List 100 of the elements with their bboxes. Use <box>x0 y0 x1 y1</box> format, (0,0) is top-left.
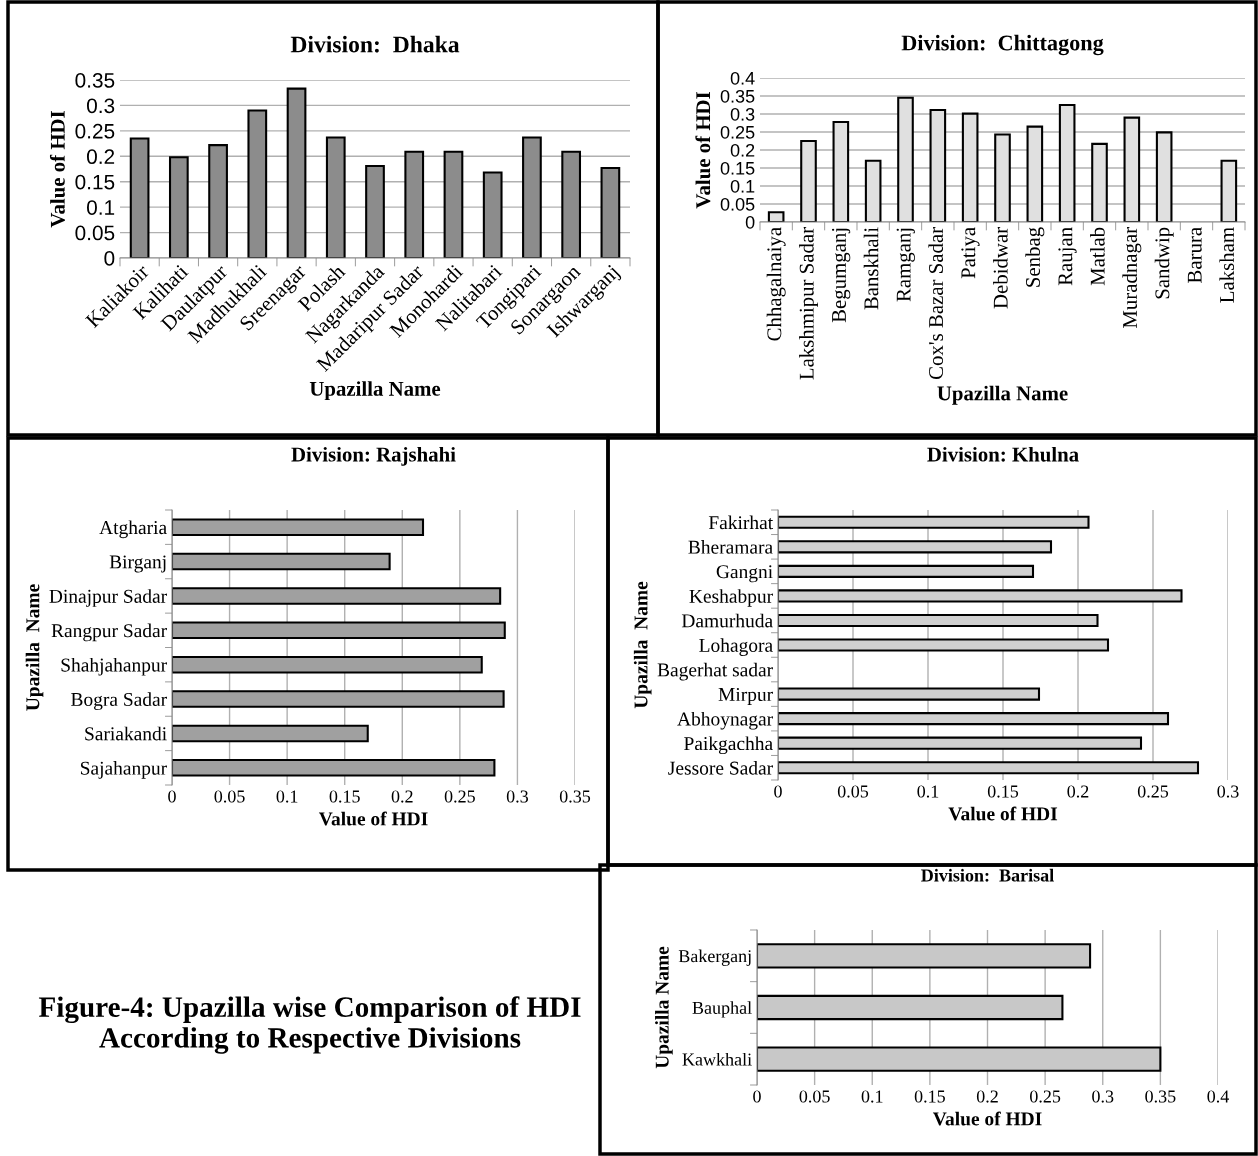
y-tick-label: 0.05 <box>720 197 755 211</box>
bar <box>778 564 1035 578</box>
text: Figure-4: Upazilla wise Comparison of HDI According to Respective Divisions <box>38 996 581 1054</box>
bar <box>172 552 391 571</box>
y-tick-label: 0.15 <box>75 174 115 190</box>
x-tick-label: 0.15 <box>914 1090 945 1103</box>
y-tick-label: Bogra Sadar <box>71 692 167 710</box>
y-tick-label: Bakerganj <box>678 949 751 966</box>
bar <box>172 759 496 777</box>
x-tick-label: 0.1 <box>917 785 939 798</box>
x-tick-label: 0.15 <box>987 785 1019 798</box>
y-tick-label: 0.2 <box>730 143 755 157</box>
chart-title: Division: Barisal <box>921 868 1054 882</box>
y-axis-title: Value of HDI <box>49 111 65 228</box>
x-axis-title: Upazilla Name <box>937 385 1068 405</box>
y-tick-label: Gangni <box>716 565 773 583</box>
y-tick-label: Mirpur <box>718 687 773 705</box>
bar <box>1026 125 1044 222</box>
x-tick-label: 0.2 <box>391 790 413 803</box>
y-tick-label: 0 <box>745 215 755 229</box>
x-tick-label: Raujan <box>1058 227 1077 286</box>
bar <box>767 211 785 222</box>
y-axis-title: Upazilla Name <box>655 946 673 1069</box>
x-tick-label: Cox's Bazar Sadar <box>928 227 944 380</box>
y-tick-label: Kawkhali <box>682 1052 752 1066</box>
y-tick-label: Birganj <box>109 555 166 573</box>
y-tick-label: Bagerhat sadar <box>657 662 773 681</box>
chart-title: Division: Chittagong <box>901 34 1104 56</box>
bar <box>1123 116 1141 222</box>
y-tick-label: Abhoynagar <box>677 711 773 730</box>
y-tick-label: Shahjahanpur <box>61 657 167 676</box>
x-tick-label: 0.2 <box>1067 785 1089 798</box>
y-tick-label: 0.1 <box>86 200 115 215</box>
x-tick-label: 0.3 <box>506 790 529 803</box>
y-tick-label: 0.35 <box>720 89 755 103</box>
y-tick-label: 0.25 <box>720 125 755 139</box>
y-tick-label: Lohagora <box>699 638 773 656</box>
x-tick-label: Matlab <box>1090 227 1105 286</box>
y-tick-label: Paikgachha <box>684 736 773 755</box>
x-tick-label: 0.05 <box>214 790 245 803</box>
bar <box>757 943 1092 969</box>
y-tick-label: 0.3 <box>730 107 755 121</box>
bar <box>1058 103 1076 222</box>
chart-title: Division: Dhaka <box>290 35 460 53</box>
y-tick-label: 0.1 <box>730 179 755 193</box>
chart-title: Division: Rajshahi <box>291 446 456 466</box>
y-tick-label: 0.2 <box>86 149 115 165</box>
x-axis-title: Value of HDI <box>932 1111 1042 1126</box>
x-tick-label: 0.05 <box>799 1090 830 1103</box>
x-tick-label: 0.3 <box>1092 1090 1114 1103</box>
y-tick-label: Bheramara <box>688 540 773 554</box>
x-axis-title: Value of HDI <box>948 806 1058 821</box>
x-tick-label: 0.3 <box>1217 785 1239 798</box>
bar <box>1155 131 1173 222</box>
chart-title: Division: Khulna <box>927 446 1079 462</box>
y-tick-label: Rangpur Sadar <box>51 623 167 642</box>
y-tick-label: Atgharia <box>99 520 167 539</box>
bar <box>778 736 1143 750</box>
bar <box>832 120 850 222</box>
bar <box>778 687 1041 701</box>
x-axis-title: Value of HDI <box>318 811 428 826</box>
x-tick-label: Lakshmipur Sadar <box>799 227 818 380</box>
y-tick-label: 0.4 <box>730 71 755 85</box>
x-tick-label: 0.25 <box>444 790 475 803</box>
x-tick-label: Ramganj <box>896 228 915 302</box>
x-tick-label: Barura <box>1187 227 1202 283</box>
x-tick-label: 0.35 <box>559 790 591 803</box>
y-tick-label: Damurhuda <box>681 613 773 628</box>
y-tick-label: 0.15 <box>720 161 755 175</box>
x-tick-label: Laksham <box>1219 227 1235 303</box>
bar <box>172 518 425 536</box>
bar <box>778 515 1090 529</box>
bar <box>1091 142 1108 222</box>
y-axis-title: Upazilla Name <box>25 584 44 711</box>
y-tick-label: Dinajpur Sadar <box>49 589 167 607</box>
bar <box>757 1046 1162 1072</box>
bar <box>172 587 502 605</box>
y-tick-label: 0.25 <box>75 123 115 139</box>
x-tick-label: Begumganj <box>831 228 851 323</box>
bar <box>1220 159 1238 222</box>
bar <box>778 638 1110 652</box>
x-tick-label: Senbag <box>1025 227 1045 287</box>
x-tick-label: Sandwip <box>1154 227 1174 299</box>
x-tick-label: Debidwar <box>993 227 1008 309</box>
x-tick-label: 0.1 <box>861 1090 883 1103</box>
x-tick-label: Muradnagar <box>1122 227 1142 329</box>
x-tick-label: Banskhali <box>863 227 879 310</box>
y-tick-label: Sariakandi <box>85 726 167 741</box>
bar <box>800 139 817 222</box>
bar <box>994 133 1011 222</box>
bar <box>778 589 1183 603</box>
x-tick-label: 0.2 <box>976 1090 998 1103</box>
y-tick-label: Jessore Sadar <box>668 760 773 775</box>
bar <box>172 690 505 708</box>
x-tick-label: Patiya <box>961 227 980 279</box>
x-tick-label: 0.05 <box>837 785 869 798</box>
x-tick-label: 0.35 <box>1145 1090 1176 1103</box>
bar <box>864 159 882 222</box>
y-tick-label: Bauphal <box>692 1001 752 1018</box>
x-tick-label: 0.1 <box>276 790 298 803</box>
